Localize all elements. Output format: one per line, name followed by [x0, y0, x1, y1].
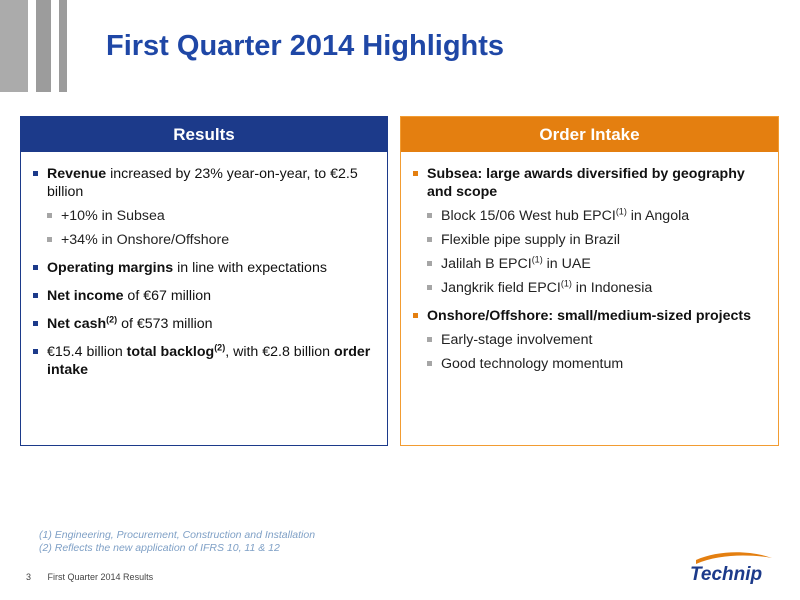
sub-bullet-icon — [47, 237, 52, 242]
logo-text: Technip — [690, 564, 762, 585]
bullet-icon — [33, 349, 38, 354]
page-number: 3 — [26, 572, 32, 582]
sub-list: Early-stage involvement Good technology … — [427, 331, 768, 373]
sub-list: Block 15/06 West hub EPCI(1) in Angola F… — [427, 207, 768, 297]
footnote: (2) Reflects the new application of IFRS… — [39, 542, 280, 554]
sub-list-item: Jalilah B EPCI(1) in UAE — [427, 255, 768, 273]
bullet-icon — [413, 171, 418, 176]
order-intake-header: Order Intake — [401, 117, 778, 152]
bullet-icon — [33, 265, 38, 270]
results-header: Results — [21, 117, 387, 152]
list-item: Revenue increased by 23% year-on-year, t… — [33, 165, 377, 249]
sub-list-item: +34% in Onshore/Offshore — [47, 231, 377, 249]
sub-bullet-icon — [427, 361, 432, 366]
sub-bullet-icon — [427, 213, 432, 218]
decorative-bars — [0, 0, 90, 92]
sub-bullet-icon — [427, 285, 432, 290]
footer-text: First Quarter 2014 Results — [47, 572, 154, 582]
order-intake-list: Subsea: large awards diversified by geog… — [413, 165, 768, 383]
results-panel: Results Revenue increased by 23% year-on… — [20, 116, 388, 446]
footnotes: (1) Engineering, Procurement, Constructi… — [39, 529, 315, 555]
bullet-icon — [33, 321, 38, 326]
bullet-icon — [33, 171, 38, 176]
sub-list-item: +10% in Subsea — [47, 207, 377, 225]
bullet-icon — [33, 293, 38, 298]
sub-list-item: Block 15/06 West hub EPCI(1) in Angola — [427, 207, 768, 225]
sub-list-item: Jangkrik field EPCI(1) in Indonesia — [427, 279, 768, 297]
bullet-icon — [413, 313, 418, 318]
sub-list: +10% in Subsea +34% in Onshore/Offshore — [47, 207, 377, 249]
sub-list-item: Flexible pipe supply in Brazil — [427, 231, 768, 249]
footer: 3 First Quarter 2014 Results — [26, 572, 153, 582]
list-item: Onshore/Offshore: small/medium-sized pro… — [413, 307, 768, 373]
logo-swoosh — [696, 552, 772, 564]
list-item: Net income of €67 million — [33, 287, 377, 305]
sub-list-item: Good technology momentum — [427, 355, 768, 373]
order-intake-panel: Order Intake Subsea: large awards divers… — [400, 116, 779, 446]
sub-bullet-icon — [47, 213, 52, 218]
sub-bullet-icon — [427, 337, 432, 342]
sub-bullet-icon — [427, 237, 432, 242]
list-item: Operating margins in line with expectati… — [33, 259, 377, 277]
footnote: (1) Engineering, Procurement, Constructi… — [39, 529, 316, 541]
technip-logo: Technip — [690, 552, 772, 585]
list-item: Subsea: large awards diversified by geog… — [413, 165, 768, 297]
list-item: Net cash(2) of €573 million — [33, 315, 377, 333]
results-list: Revenue increased by 23% year-on-year, t… — [33, 165, 377, 389]
slide-title: First Quarter 2014 Highlights — [106, 30, 505, 62]
sub-bullet-icon — [427, 261, 432, 266]
list-item: €15.4 billion total backlog(2), with €2.… — [33, 343, 377, 379]
sub-list-item: Early-stage involvement — [427, 331, 768, 349]
